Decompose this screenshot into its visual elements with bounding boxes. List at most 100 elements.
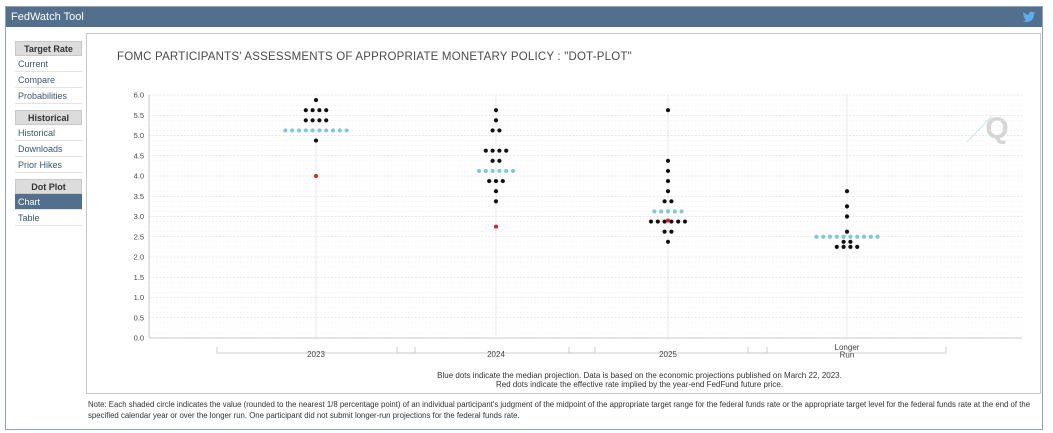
participant-dot	[848, 244, 853, 249]
sidebar-item-chart[interactable]: Chart	[15, 194, 82, 210]
participant-dot	[669, 229, 674, 234]
participant-dot	[493, 199, 499, 204]
participant-dot	[490, 148, 495, 153]
category-bracket	[216, 347, 416, 354]
sidebar-item-downloads[interactable]: Downloads	[15, 141, 82, 157]
participant-dot	[844, 214, 850, 219]
y-tick-label: 1.0	[134, 293, 144, 302]
sidebar-section-historical: Historical	[15, 110, 82, 125]
median-dot	[483, 168, 488, 174]
median-dot	[476, 168, 482, 174]
y-tick-label: 0.0	[134, 334, 144, 343]
sidebar-item-current[interactable]: Current	[15, 56, 82, 72]
y-tick-label: 3.0	[134, 212, 144, 221]
participant-dot	[493, 108, 499, 113]
median-dot	[665, 209, 671, 214]
participant-dot	[665, 239, 671, 244]
sidebar-item-historical[interactable]: Historical	[15, 125, 82, 141]
median-dot	[868, 234, 873, 239]
participant-dot	[313, 97, 319, 103]
median-dot	[679, 209, 684, 214]
median-dot	[848, 234, 853, 239]
median-dot	[310, 128, 315, 133]
dot-plot-chart: Q 0.0 0.5 1.0 1.5 2.0 2.5 3.0 3.5 4.0 4.5 5.0 5.5 6.0…	[134, 91, 1022, 360]
median-dot	[652, 209, 657, 214]
median-dot	[510, 168, 516, 174]
participant-dot	[490, 158, 495, 163]
effective-rate-dot	[494, 224, 498, 229]
participant-dot	[665, 189, 671, 194]
sidebar-item-compare[interactable]: Compare	[15, 72, 82, 88]
y-tick-label: 4.5	[134, 151, 144, 160]
participant-dot	[655, 219, 660, 224]
participant-dot	[665, 168, 671, 174]
participant-dot	[834, 244, 839, 249]
participant-dot	[324, 108, 329, 113]
category-bracket	[747, 347, 947, 354]
participant-dot	[676, 219, 681, 224]
chart-title: FOMC PARTICIPANTS' ASSESSMENTS OF APPROP…	[117, 51, 632, 63]
x-category-label: 2024	[487, 350, 505, 359]
app-title: FedWatch Tool	[11, 11, 84, 23]
median-dot	[317, 128, 322, 133]
participant-dot	[317, 108, 322, 113]
participant-dot	[497, 148, 502, 153]
sidebar-item-probabilities[interactable]: Probabilities	[15, 88, 82, 104]
participant-dot	[497, 128, 502, 133]
twitter-icon[interactable]	[1022, 10, 1036, 24]
x-category-label: 2025	[659, 350, 677, 359]
participant-dot	[313, 138, 319, 143]
median-dot	[659, 209, 664, 214]
chart-legend: Blue dots indicate the median projection…	[87, 371, 1042, 389]
median-dot	[290, 128, 295, 133]
sidebar-item-prior-hikes[interactable]: Prior Hikes	[15, 157, 82, 173]
median-dot	[855, 234, 860, 239]
median-dot	[324, 128, 329, 133]
y-tick-label: 2.5	[134, 232, 144, 241]
participant-dot	[844, 204, 850, 209]
watermark-logo: Q	[985, 112, 1008, 145]
median-dot	[497, 168, 502, 174]
median-dot	[330, 128, 336, 133]
y-tick-label: 0.5	[134, 313, 144, 322]
median-dot	[337, 128, 342, 133]
median-dot	[834, 234, 839, 239]
participant-dot	[493, 178, 499, 184]
participant-dot	[665, 178, 671, 184]
median-dot	[283, 128, 288, 133]
participant-dot	[844, 189, 850, 194]
sidebar-item-table[interactable]: Table	[15, 210, 82, 226]
effective-rate-dot	[314, 174, 318, 178]
participant-dot	[648, 219, 654, 224]
participant-dot	[662, 219, 667, 224]
participant-dot	[844, 229, 850, 234]
participant-dot	[669, 199, 674, 204]
participant-dot	[490, 128, 495, 133]
median-dot	[821, 234, 826, 239]
participant-dot	[848, 239, 853, 244]
participant-dot	[504, 148, 509, 153]
participant-dot	[500, 178, 505, 184]
participant-dot	[493, 189, 499, 194]
median-dot	[296, 128, 302, 133]
category-bracket	[396, 347, 596, 354]
participant-dot	[662, 229, 667, 234]
effective-rate-dot	[666, 218, 670, 223]
median-dot	[344, 128, 349, 133]
sidebar-nav: Target Rate Current Compare Probabilities Hi…	[15, 41, 82, 226]
title-bar: FedWatch Tool	[6, 7, 1042, 27]
participant-dot	[682, 219, 688, 224]
y-tick-label: 4.0	[134, 172, 144, 181]
median-dot	[861, 234, 867, 239]
sidebar-section-dot-plot: Dot Plot	[15, 179, 82, 194]
chart-panel: FOMC PARTICIPANTS' ASSESSMENTS OF APPROP…	[86, 33, 1041, 394]
median-dot	[875, 234, 880, 239]
category-bracket	[568, 347, 768, 354]
participant-dot	[483, 148, 488, 153]
watermark-stroke	[966, 115, 993, 143]
x-category-label: Run	[840, 351, 855, 360]
app-window: FedWatch Tool Target Rate Current Compare P…	[5, 6, 1043, 430]
x-category-label: Longer	[835, 343, 860, 352]
y-tick-label: 1.5	[134, 273, 144, 282]
median-dot	[303, 128, 308, 133]
